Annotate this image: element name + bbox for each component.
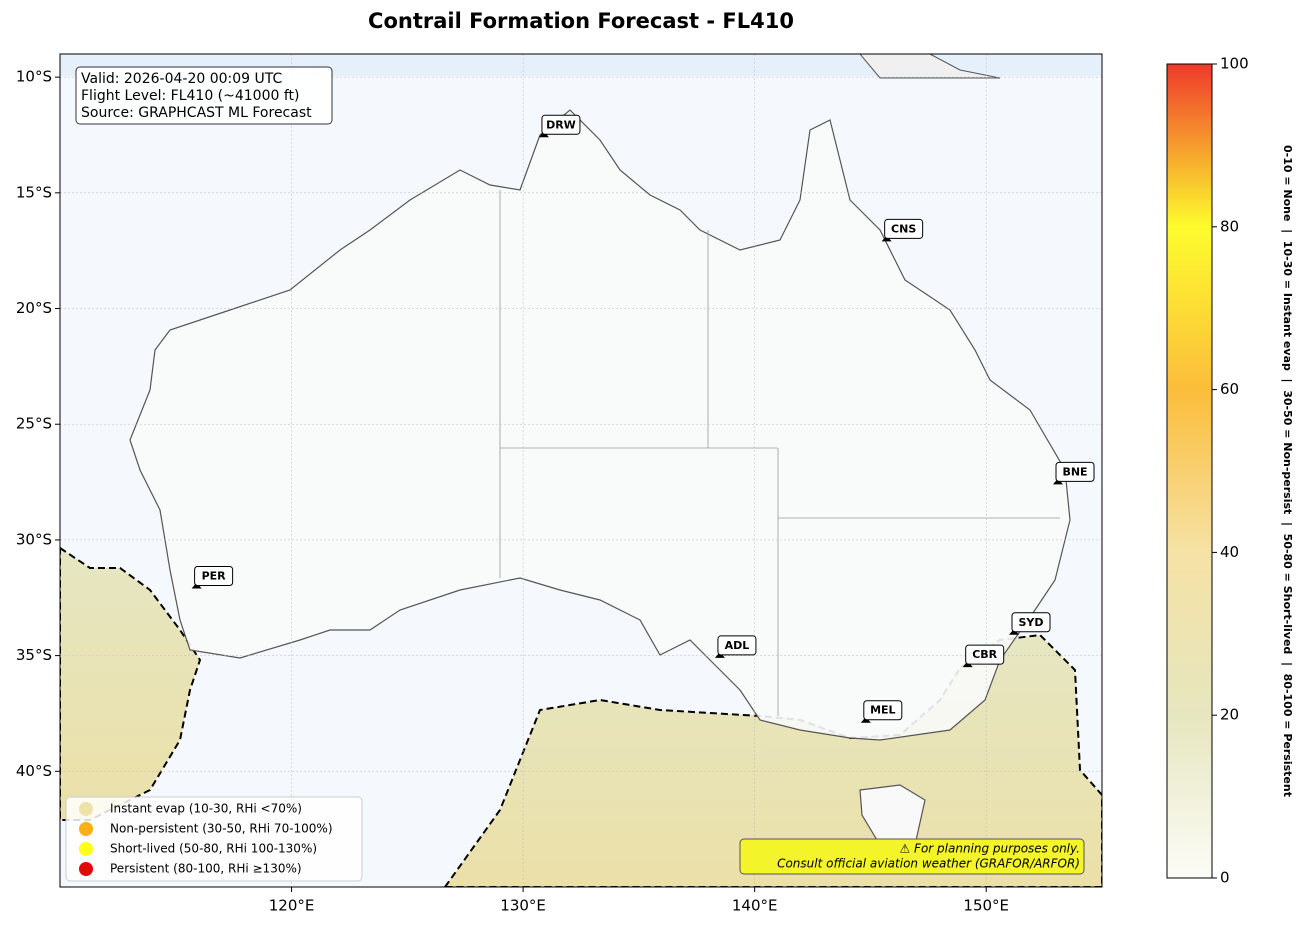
state-borders [499, 190, 1060, 716]
airport-label-box [541, 114, 581, 135]
grid [60, 54, 1102, 887]
disclaimer-text: ⚠ For planning purposes only. [900, 842, 1080, 856]
y-tick-label: 20°S [16, 299, 52, 317]
colorbar-tick-label: 40 [1220, 543, 1239, 561]
colorbar-tick-label: 0 [1220, 869, 1230, 887]
info-text: Source: GRAPHCAST ML Forecast [81, 105, 312, 121]
airport-label-box [194, 566, 234, 587]
airport-label: CBR [972, 648, 997, 661]
y-tick-label: 10°S [16, 68, 52, 86]
airport-label: BNE [1062, 465, 1087, 478]
colorbar-label: 0-10 = None | 10-30 = Instant evap | 30-… [1281, 145, 1294, 797]
info-text: Valid: 2026-04-20 00:09 UTC [81, 71, 282, 87]
legend-swatch [79, 822, 93, 836]
airport-label: SYD [1018, 616, 1043, 629]
x-tick-label: 120°E [269, 897, 315, 915]
y-tick-label: 15°S [16, 183, 52, 201]
airport-label-box [965, 644, 1005, 665]
colorbar-tick-label: 80 [1220, 217, 1239, 235]
title: Contrail Formation Forecast - FL410 [368, 9, 794, 33]
y-tick-label: 25°S [16, 415, 52, 433]
legend-label: Instant evap (10-30, RHi <70%) [110, 802, 302, 816]
map-layers [60, 54, 1102, 887]
colorbar-tick-label: 60 [1220, 380, 1239, 398]
disclaimer-box [739, 838, 1085, 875]
info-text: Flight Level: FL410 (~41000 ft) [81, 88, 300, 104]
disclaimer-text: Consult official aviation weather (GRAFO… [777, 857, 1080, 871]
x-tick-label: 140°E [732, 897, 778, 915]
airport-label-box [1055, 461, 1095, 482]
legend-swatch [79, 802, 93, 816]
legend-label: Persistent (80-100, RHi ≥130%) [110, 862, 302, 876]
airport-label-box [1011, 612, 1051, 633]
airport-label: CNS [891, 222, 916, 235]
y-tick-label: 30°S [16, 530, 52, 548]
colorbar [1166, 63, 1213, 879]
colorbar-tick-label: 100 [1220, 55, 1249, 73]
legend-label: Non-persistent (30-50, RHi 70-100%) [110, 822, 333, 836]
y-tick-label: 40°S [16, 762, 52, 780]
info-box [75, 66, 333, 125]
map-frame [59, 53, 1103, 888]
legend-swatch [79, 862, 93, 876]
airport-label: ADL [725, 639, 750, 652]
legend-swatch [79, 842, 93, 856]
airport-label: PER [202, 570, 227, 583]
legend-box [65, 796, 363, 882]
airport-label-box [863, 700, 903, 721]
new-guinea-coast [859, 54, 1001, 79]
x-tick-label: 130°E [500, 897, 546, 915]
airport-label: MEL [870, 704, 895, 717]
colorbar-tick-label: 20 [1220, 706, 1239, 724]
airport-label-box [717, 635, 757, 656]
airport-label: DRW [546, 118, 576, 131]
x-tick-label: 150°E [963, 897, 1009, 915]
airport-label-box [884, 218, 924, 239]
y-tick-label: 35°S [16, 646, 52, 664]
legend-label: Short-lived (50-80, RHi 100-130%) [110, 842, 317, 856]
australia-coast [129, 109, 1071, 741]
